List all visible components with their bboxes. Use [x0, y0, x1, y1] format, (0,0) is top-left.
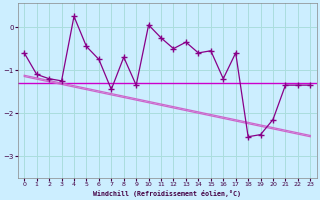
- X-axis label: Windchill (Refroidissement éolien,°C): Windchill (Refroidissement éolien,°C): [93, 190, 241, 197]
